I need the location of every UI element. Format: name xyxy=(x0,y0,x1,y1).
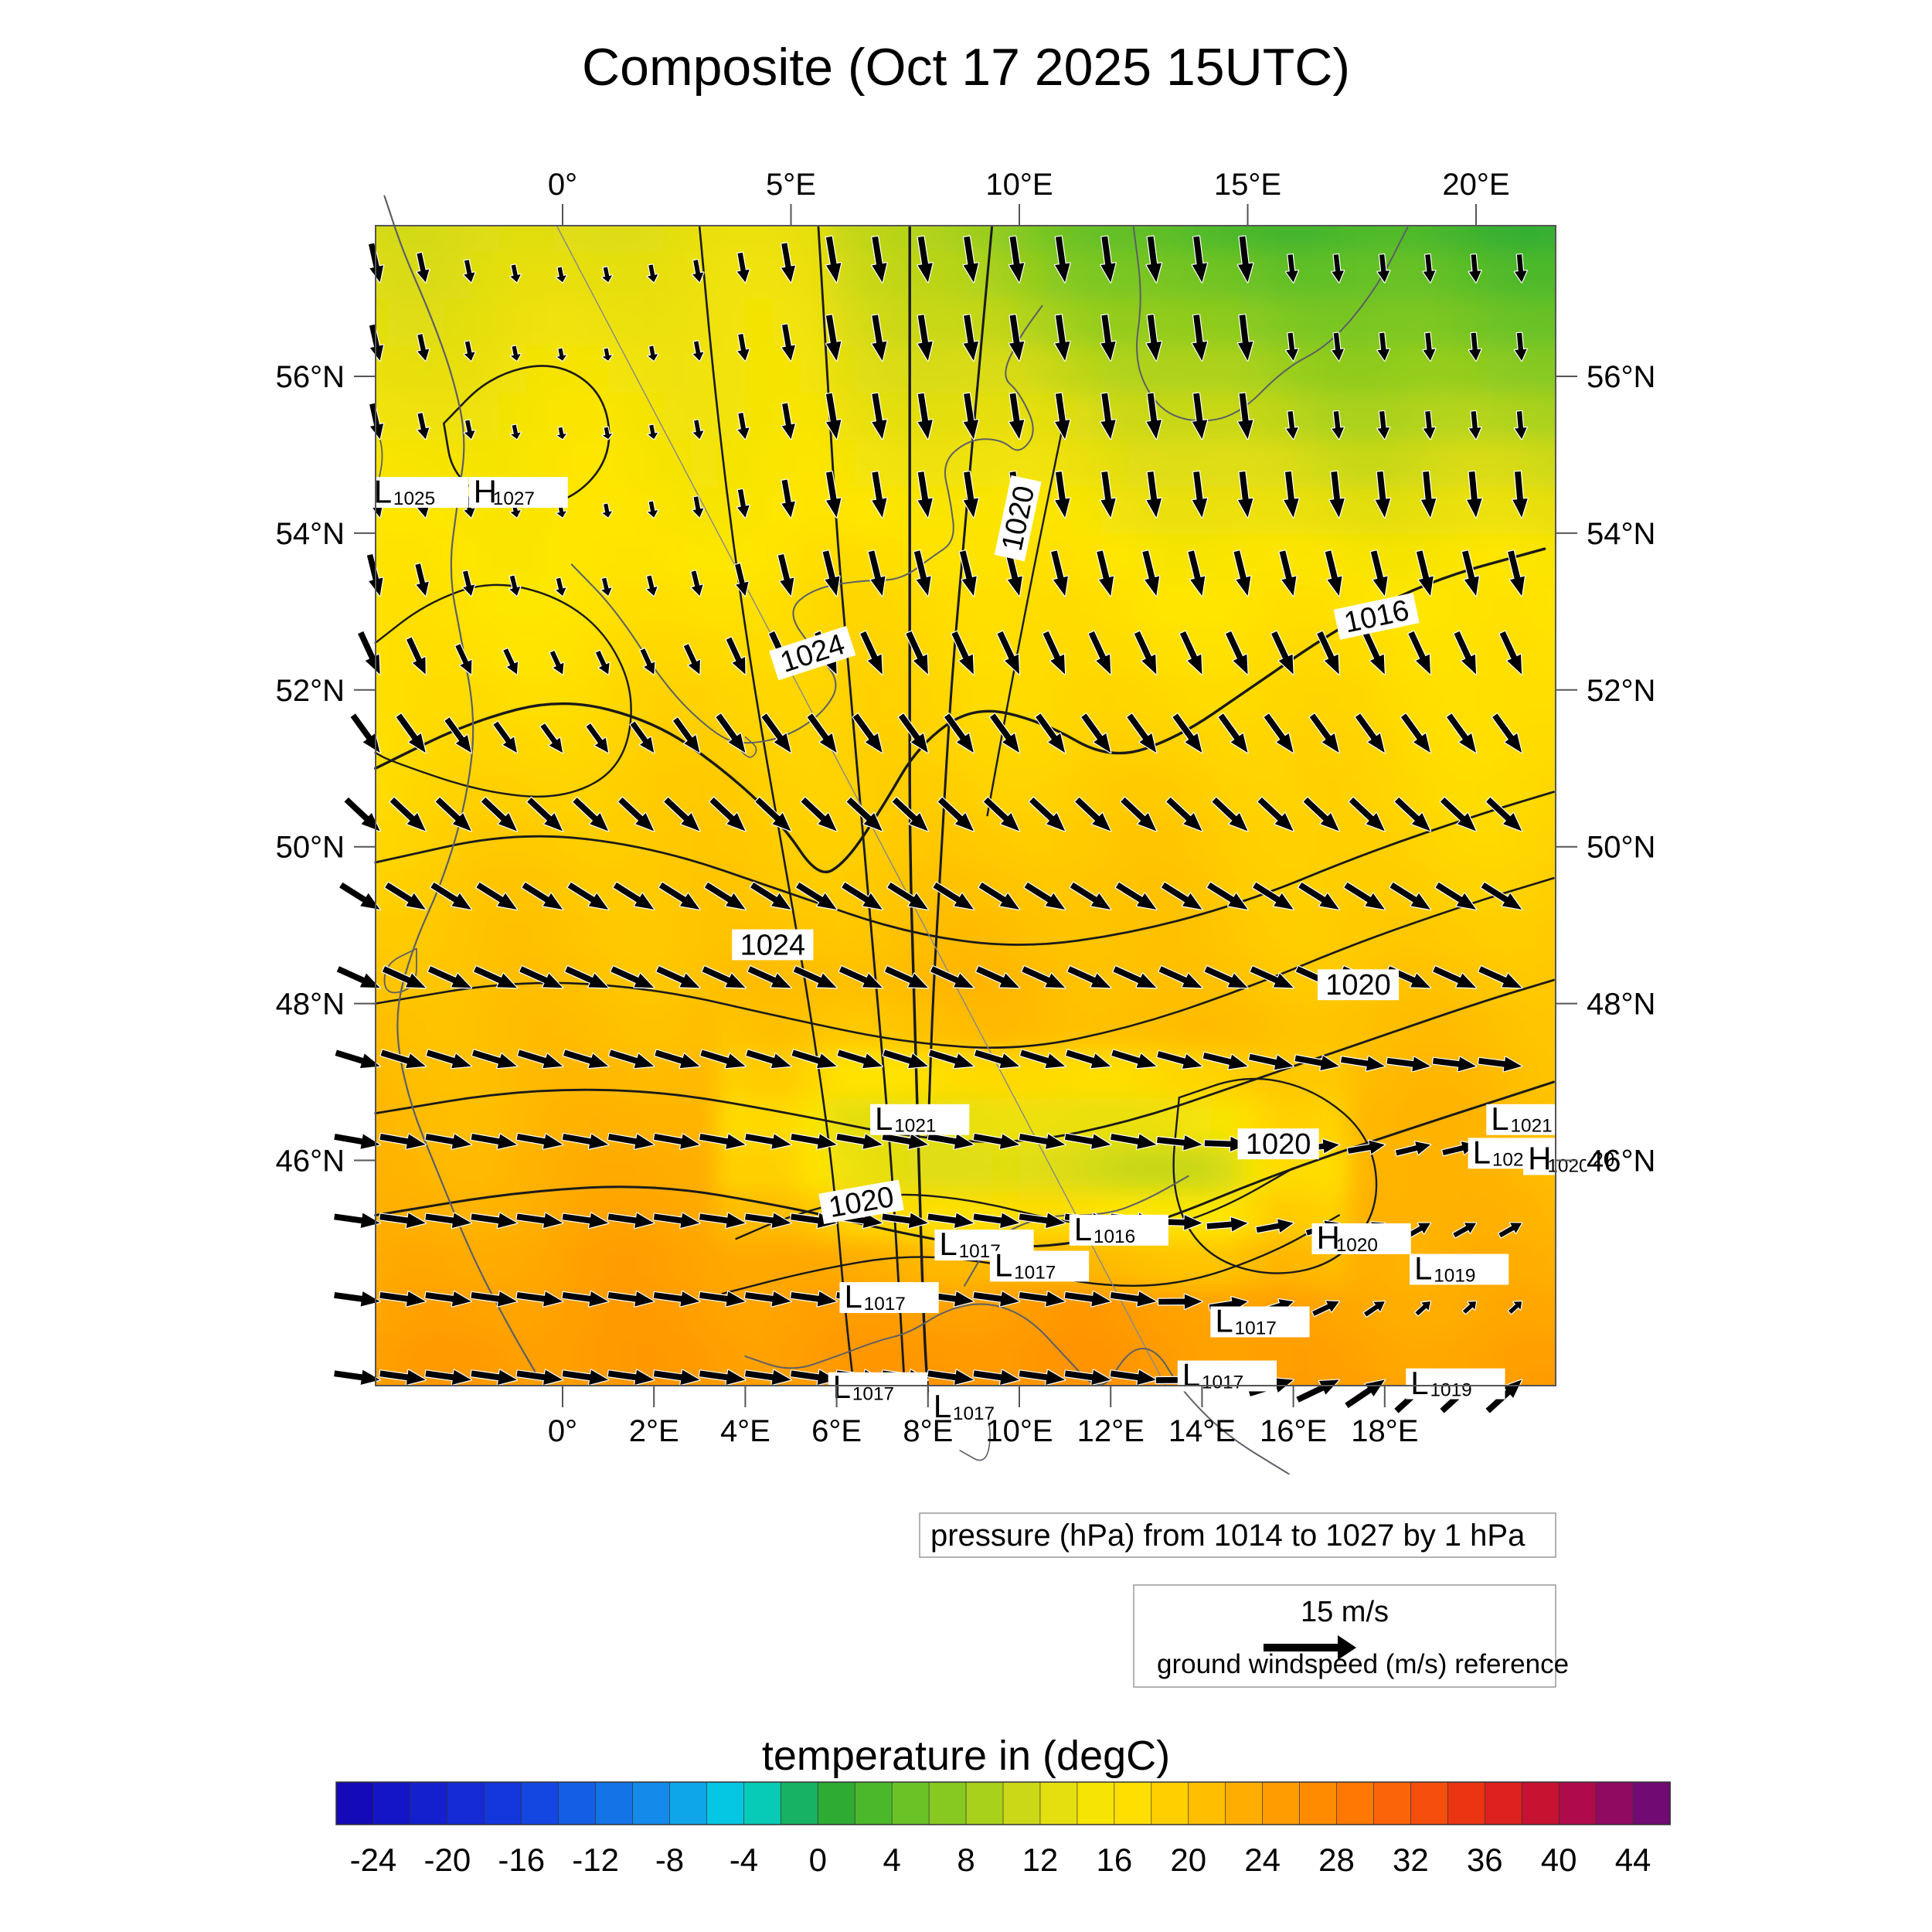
svg-text:24: 24 xyxy=(1244,1842,1281,1878)
svg-text:4: 4 xyxy=(883,1842,900,1878)
svg-text:18°E: 18°E xyxy=(1351,1414,1418,1448)
svg-text:-8: -8 xyxy=(655,1842,684,1878)
svg-text:6°E: 6°E xyxy=(811,1414,862,1448)
svg-text:48°N: 48°N xyxy=(1587,988,1655,1022)
svg-text:ground windspeed (m/s) referen: ground windspeed (m/s) reference xyxy=(1157,1649,1569,1679)
svg-text:L: L xyxy=(1410,1365,1428,1401)
svg-text:50°N: 50°N xyxy=(1587,831,1655,865)
svg-text:20°E: 20°E xyxy=(1442,168,1509,202)
svg-text:1024: 1024 xyxy=(740,929,806,961)
svg-text:10°E: 10°E xyxy=(985,1414,1053,1448)
svg-text:-12: -12 xyxy=(572,1842,619,1878)
svg-text:1017: 1017 xyxy=(1014,1262,1056,1283)
svg-text:28: 28 xyxy=(1318,1842,1355,1878)
svg-text:1021: 1021 xyxy=(894,1116,936,1137)
svg-text:5°E: 5°E xyxy=(766,168,816,202)
svg-text:1017: 1017 xyxy=(1235,1318,1277,1338)
svg-text:40: 40 xyxy=(1541,1842,1577,1878)
svg-text:16°E: 16°E xyxy=(1260,1414,1327,1448)
svg-text:L: L xyxy=(833,1369,851,1405)
svg-text:56°N: 56°N xyxy=(276,360,345,394)
svg-text:48°N: 48°N xyxy=(276,988,345,1022)
svg-text:10°E: 10°E xyxy=(985,168,1053,202)
svg-text:0°: 0° xyxy=(548,1414,577,1448)
svg-text:1020: 1020 xyxy=(1336,1235,1378,1256)
svg-text:15 m/s: 15 m/s xyxy=(1301,1596,1389,1628)
svg-text:20: 20 xyxy=(1170,1842,1206,1878)
svg-text:L: L xyxy=(844,1278,862,1315)
svg-text:1021: 1021 xyxy=(1511,1116,1553,1137)
svg-text:1017: 1017 xyxy=(852,1384,894,1405)
svg-text:-16: -16 xyxy=(498,1842,545,1878)
svg-text:52°N: 52°N xyxy=(1587,674,1655,708)
svg-text:L: L xyxy=(374,473,392,509)
svg-text:8: 8 xyxy=(957,1842,975,1878)
svg-text:0: 0 xyxy=(809,1842,827,1878)
svg-text:46°N: 46°N xyxy=(276,1145,345,1179)
svg-text:L: L xyxy=(1473,1134,1491,1171)
svg-text:L: L xyxy=(875,1100,893,1137)
svg-text:L: L xyxy=(1215,1303,1233,1339)
svg-text:1020: 1020 xyxy=(1547,1155,1589,1176)
svg-text:50°N: 50°N xyxy=(276,831,345,865)
svg-text:8°E: 8°E xyxy=(903,1414,953,1448)
svg-text:56°N: 56°N xyxy=(1587,360,1655,394)
svg-text:36: 36 xyxy=(1467,1842,1503,1878)
svg-text:1027: 1027 xyxy=(493,488,535,509)
svg-text:1017: 1017 xyxy=(864,1294,906,1315)
svg-text:54°N: 54°N xyxy=(276,517,345,551)
svg-text:16: 16 xyxy=(1096,1842,1132,1878)
svg-text:44: 44 xyxy=(1615,1842,1651,1878)
svg-text:12°E: 12°E xyxy=(1077,1414,1145,1448)
svg-text:1019: 1019 xyxy=(1430,1380,1471,1401)
svg-text:32: 32 xyxy=(1393,1842,1429,1878)
svg-text:L: L xyxy=(1074,1211,1092,1247)
svg-text:54°N: 54°N xyxy=(1587,517,1655,551)
svg-text:15°E: 15°E xyxy=(1214,168,1281,202)
svg-text:L: L xyxy=(939,1226,957,1262)
svg-text:1017: 1017 xyxy=(1202,1372,1243,1393)
svg-text:46°N: 46°N xyxy=(1587,1145,1655,1179)
svg-text:L: L xyxy=(1414,1250,1432,1287)
svg-text:1020: 1020 xyxy=(1246,1128,1311,1161)
svg-text:14°E: 14°E xyxy=(1168,1414,1236,1448)
svg-text:-20: -20 xyxy=(423,1842,471,1878)
svg-text:-4: -4 xyxy=(730,1842,758,1878)
svg-text:1016: 1016 xyxy=(1094,1226,1135,1247)
svg-text:temperature in (degC): temperature in (degC) xyxy=(762,1733,1170,1779)
svg-text:1020: 1020 xyxy=(1325,969,1391,1002)
svg-text:0°: 0° xyxy=(548,168,577,202)
svg-text:1019: 1019 xyxy=(1434,1265,1475,1286)
svg-text:L: L xyxy=(995,1247,1012,1284)
svg-text:4°E: 4°E xyxy=(720,1414,770,1448)
svg-text:52°N: 52°N xyxy=(276,674,345,708)
svg-text:12: 12 xyxy=(1022,1842,1059,1878)
svg-text:Composite (Oct 17 2025 15UTC): Composite (Oct 17 2025 15UTC) xyxy=(582,38,1350,97)
svg-text:-24: -24 xyxy=(350,1842,397,1878)
svg-text:L: L xyxy=(1182,1357,1200,1393)
svg-text:1025: 1025 xyxy=(393,488,435,509)
svg-text:pressure (hPa) from 1014 to 10: pressure (hPa) from 1014 to 1027 by 1 hP… xyxy=(930,1519,1526,1553)
svg-text:L: L xyxy=(1491,1100,1509,1137)
svg-text:2°E: 2°E xyxy=(629,1414,679,1448)
